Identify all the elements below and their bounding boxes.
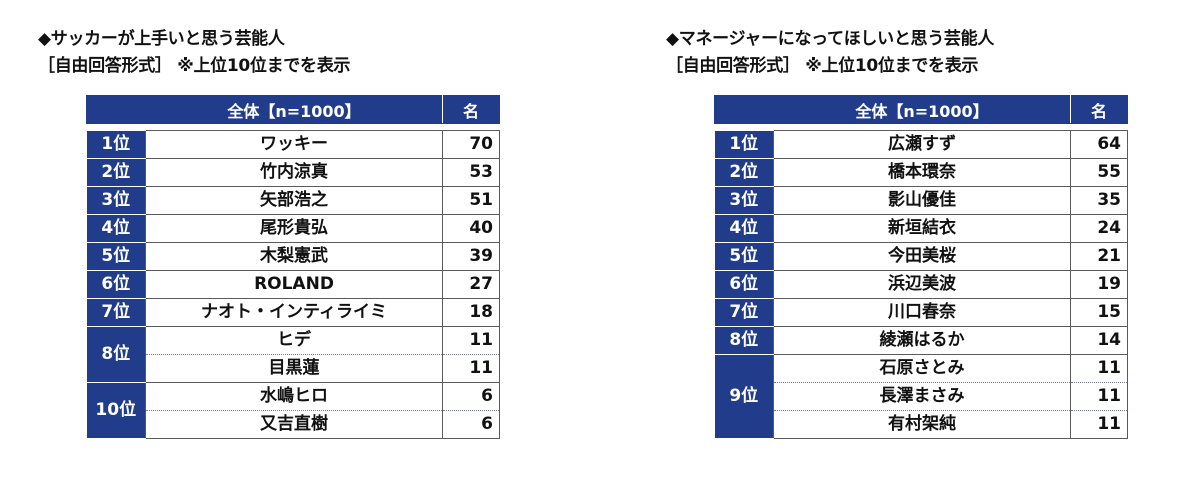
table-row: 又吉直樹 6 [87, 410, 500, 439]
rank-cell: 6位 [714, 270, 774, 299]
rank-cell: 7位 [86, 298, 146, 327]
table-row: 7位 川口春奈 15 [714, 298, 1128, 327]
panel-title: ◆マネージャーになってほしいと思う芸能人 [666, 29, 995, 49]
count-value: 39 [442, 242, 500, 271]
header-rank-cell [714, 95, 774, 124]
header-rank-cell [86, 95, 146, 124]
panel-subtitle: ［自由回答形式］ ※上位10位までを表示 [666, 56, 979, 76]
table-row: 8位 綾瀬はるか 14 [714, 326, 1128, 355]
count-value: 35 [1070, 186, 1128, 215]
rank-cell: 8位 [86, 326, 146, 383]
rank-cell: 4位 [714, 214, 774, 243]
table-row: 8位 ヒデ 11 [86, 326, 500, 383]
count-value: 6 [442, 382, 500, 411]
count-value: 18 [442, 298, 500, 327]
celebrity-name: 石原さとみ [773, 354, 1071, 383]
celebrity-name: 綾瀬はるか [773, 326, 1071, 355]
count-value: 70 [442, 130, 500, 159]
rank-cell: 5位 [86, 242, 146, 271]
header-name-cell: 全体【n=1000】 [773, 95, 1071, 124]
count-value: 27 [442, 270, 500, 299]
celebrity-name: 新垣結衣 [773, 214, 1071, 243]
table-row: 7位 ナオト・インティライミ 18 [86, 298, 500, 327]
celebrity-name: ROLAND [145, 270, 443, 299]
rank-cell: 3位 [714, 186, 774, 215]
rank-cell: 10位 [86, 382, 146, 439]
rank-cell: 1位 [714, 130, 774, 159]
count-value: 40 [442, 214, 500, 243]
rank-cell: 9位 [714, 354, 774, 439]
count-value: 11 [1070, 382, 1128, 411]
panel-title: ◆サッカーが上手いと思う芸能人 [38, 29, 285, 49]
header-name-cell: 全体【n=1000】 [145, 95, 443, 124]
table-row: 6位 ROLAND 27 [86, 270, 500, 299]
rank-cell: 3位 [86, 186, 146, 215]
celebrity-name: 浜辺美波 [773, 270, 1071, 299]
count-value: 15 [1070, 298, 1128, 327]
count-value: 14 [1070, 326, 1128, 355]
rank-cell: 8位 [714, 326, 774, 355]
celebrity-name: 橋本環奈 [773, 158, 1071, 187]
count-value: 55 [1070, 158, 1128, 187]
table-row: 5位 今田美桜 21 [714, 242, 1128, 271]
table-row: 4位 新垣結衣 24 [714, 214, 1128, 243]
table-row: 1位 広瀬すず 64 [714, 130, 1128, 159]
celebrity-name: 今田美桜 [773, 242, 1071, 271]
celebrity-name: 長澤まさみ [773, 382, 1071, 411]
count-value: 11 [1070, 354, 1128, 383]
celebrity-name: ワッキー [145, 130, 443, 159]
rank-cell: 4位 [86, 214, 146, 243]
table-row: 3位 影山優佳 35 [714, 186, 1128, 215]
rank-cell: 7位 [714, 298, 774, 327]
celebrity-name: 川口春奈 [773, 298, 1071, 327]
header-value-cell: 名 [1070, 95, 1128, 124]
table-row: 10位 水嶋ヒロ 6 [86, 382, 500, 439]
rank-cell: 5位 [714, 242, 774, 271]
table-row: 4位 尾形貴弘 40 [86, 214, 500, 243]
rank-cell: 6位 [86, 270, 146, 299]
count-value: 11 [442, 326, 500, 355]
celebrity-name: 竹内涼真 [145, 158, 443, 187]
count-value: 21 [1070, 242, 1128, 271]
table-row: 目黒蓮 11 [87, 354, 500, 383]
count-value: 64 [1070, 130, 1128, 159]
celebrity-name: 矢部浩之 [145, 186, 443, 215]
rank-cell: 2位 [714, 158, 774, 187]
celebrity-name: ナオト・インティライミ [145, 298, 443, 327]
rank-cell: 2位 [86, 158, 146, 187]
table-row: 5位 木梨憲武 39 [86, 242, 500, 271]
header-value-cell: 名 [442, 95, 500, 124]
celebrity-name: 目黒蓮 [145, 354, 443, 383]
table-row: 6位 浜辺美波 19 [714, 270, 1128, 299]
celebrity-name: 木梨憲武 [145, 242, 443, 271]
count-value: 19 [1070, 270, 1128, 299]
table-row: 長澤まさみ 11 [715, 382, 1128, 411]
rank-cell: 1位 [86, 130, 146, 159]
celebrity-name: 有村架純 [773, 410, 1071, 439]
count-value: 6 [442, 410, 500, 439]
celebrity-name: 尾形貴弘 [145, 214, 443, 243]
table-row: 2位 橋本環奈 55 [714, 158, 1128, 187]
table-row: 2位 竹内涼真 53 [86, 158, 500, 187]
count-value: 51 [442, 186, 500, 215]
celebrity-name: 又吉直樹 [145, 410, 443, 439]
manager-ranking-panel: ◆マネージャーになってほしいと思う芸能人 ［自由回答形式］ ※上位10位までを表… [666, 0, 1200, 477]
celebrity-name: ヒデ [145, 326, 443, 355]
table-row: 9位 石原さとみ 11 [714, 354, 1128, 439]
count-value: 11 [442, 354, 500, 383]
table-row: 1位 ワッキー 70 [86, 130, 500, 159]
celebrity-name: 水嶋ヒロ [145, 382, 443, 411]
table-row: 有村架純 11 [715, 410, 1128, 439]
panel-subtitle: ［自由回答形式］ ※上位10位までを表示 [38, 56, 351, 76]
count-value: 24 [1070, 214, 1128, 243]
celebrity-name: 影山優佳 [773, 186, 1071, 215]
count-value: 11 [1070, 410, 1128, 439]
ranking-table: 全体【n=1000】 名 1位 広瀬すず 64 2位 橋本環奈 55 3位 影山… [714, 95, 1128, 439]
count-value: 53 [442, 158, 500, 187]
ranking-table: 全体【n=1000】 名 1位 ワッキー 70 2位 竹内涼真 53 3位 矢部… [86, 95, 500, 439]
table-row: 3位 矢部浩之 51 [86, 186, 500, 215]
celebrity-name: 広瀬すず [773, 130, 1071, 159]
soccer-ranking-panel: ◆サッカーが上手いと思う芸能人 ［自由回答形式］ ※上位10位までを表示 全体【… [38, 0, 598, 477]
